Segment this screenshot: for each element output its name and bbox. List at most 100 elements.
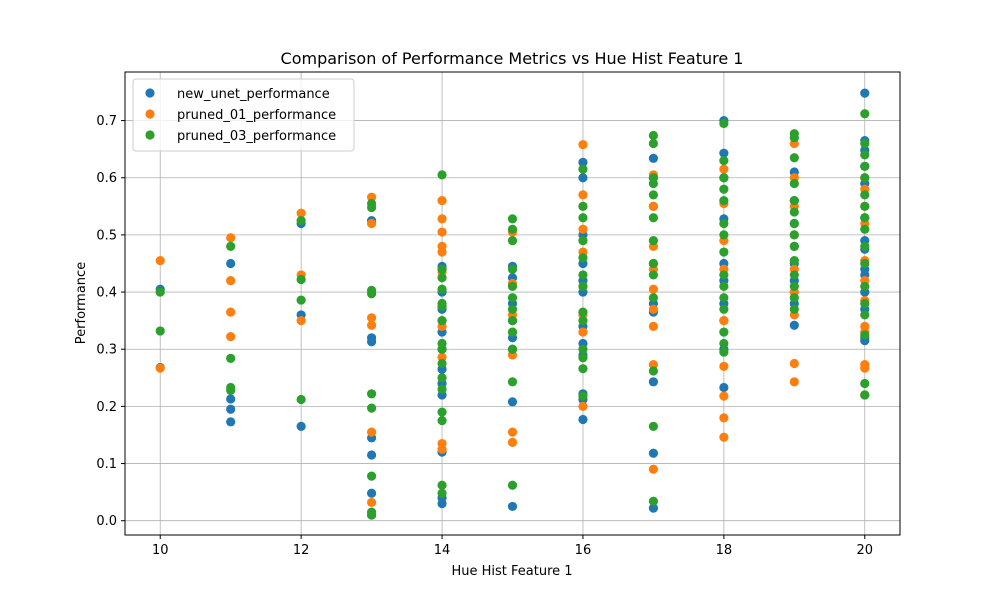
scatter-point <box>578 139 588 150</box>
scatter-point <box>860 201 870 211</box>
scatter-point <box>296 208 306 218</box>
scatter-point <box>437 358 447 369</box>
scatter-point <box>789 304 799 314</box>
scatter-point <box>226 385 236 395</box>
scatter-point <box>296 216 306 226</box>
scatter-point <box>155 256 165 266</box>
scatter-point <box>648 360 659 370</box>
x-tick-label: 16 <box>575 543 592 558</box>
scatter-point <box>719 316 729 326</box>
scatter-point <box>719 432 729 442</box>
scatter-point <box>789 320 799 330</box>
y-tick-label: 0.5 <box>96 228 117 243</box>
scatter-point <box>507 344 518 354</box>
scatter-point <box>648 496 659 506</box>
scatter-point <box>860 161 870 171</box>
scatter-point <box>860 281 870 291</box>
scatter-point <box>860 390 870 400</box>
y-tick-label: 0.6 <box>96 171 117 186</box>
scatter-point <box>860 258 870 269</box>
scatter-point <box>648 270 659 280</box>
scatter-point <box>437 480 447 490</box>
scatter-point <box>578 307 588 317</box>
scatter-point <box>860 213 870 223</box>
x-tick-label: 14 <box>434 543 451 558</box>
scatter-point <box>860 310 870 320</box>
scatter-point <box>507 437 518 447</box>
y-axis-label: Performance <box>74 262 89 344</box>
scatter-point <box>366 497 377 508</box>
scatter-point <box>719 327 729 337</box>
scatter-point <box>507 281 518 291</box>
scatter-point <box>226 241 236 251</box>
scatter-point <box>226 233 236 243</box>
scatter-point <box>366 488 377 498</box>
scatter-point <box>789 377 799 387</box>
series-pruned_03_performance <box>155 109 870 520</box>
scatter-point <box>719 391 729 401</box>
scatter-point <box>860 298 870 309</box>
scatter-point <box>578 201 588 211</box>
scatter-point <box>155 326 165 336</box>
scatter-point <box>437 284 447 294</box>
scatter-point <box>648 421 659 431</box>
scatter-point <box>437 444 447 454</box>
scatter-point <box>719 382 729 393</box>
scatter-point <box>648 190 659 200</box>
scatter-point <box>789 281 799 291</box>
scatter-point <box>789 196 799 206</box>
scatter-point <box>437 373 447 383</box>
scatter-point <box>366 471 377 481</box>
scatter-point <box>226 276 236 286</box>
scatter-point <box>366 389 377 399</box>
chart-title: Comparison of Performance Metrics vs Hue… <box>281 49 744 68</box>
y-tick-label: 0.1 <box>96 457 117 472</box>
plot-area-frame <box>124 71 901 536</box>
legend: new_unet_performance pruned_01_performanc… <box>132 78 355 152</box>
axis-ticks: 10 12 14 16 18 20 0.0 0.1 0.2 0.3 0.4 0.5 0.6 0.7 <box>96 114 873 558</box>
scatter-point <box>789 230 799 240</box>
scatter-point <box>719 173 729 183</box>
scatter-point <box>437 316 447 326</box>
scatter-point <box>437 214 447 224</box>
scatter-point <box>507 264 518 274</box>
scatter-point <box>437 247 447 257</box>
scatter-point <box>437 170 447 180</box>
scatter-point <box>860 109 870 119</box>
x-axis-label: Hue Hist Feature 1 <box>451 564 572 579</box>
scatter-point <box>366 313 377 323</box>
scatter-point <box>578 364 588 374</box>
scatter-point <box>648 366 659 376</box>
scatter-point <box>296 421 306 431</box>
data-points <box>155 88 870 520</box>
legend-box <box>132 78 355 152</box>
scatter-point <box>648 464 659 474</box>
scatter-point <box>860 173 870 183</box>
scatter-point <box>719 247 729 257</box>
scatter-point <box>719 164 729 174</box>
scatter-point <box>719 230 729 240</box>
scatter-point <box>860 150 870 160</box>
scatter-point <box>437 344 447 354</box>
scatter-point <box>437 273 447 283</box>
scatter-point <box>648 178 659 189</box>
x-tick-label: 12 <box>293 543 310 558</box>
scatter-point <box>507 224 518 234</box>
scatter-point <box>366 192 377 202</box>
scatter-point <box>296 394 306 405</box>
scatter-point <box>789 153 799 163</box>
scatter-point <box>789 270 799 280</box>
scatter-point <box>578 164 588 174</box>
scatter-point <box>578 344 588 354</box>
scatter-point <box>860 190 870 200</box>
scatter-point <box>719 184 729 194</box>
scatter-point <box>860 224 870 234</box>
scatter-point <box>366 450 377 460</box>
scatter-point <box>437 498 447 509</box>
scatter-point <box>366 202 377 213</box>
scatter-point <box>578 236 588 246</box>
scatter-point <box>578 353 588 363</box>
scatter-point <box>226 332 236 342</box>
y-tick-label: 0.3 <box>96 343 117 358</box>
